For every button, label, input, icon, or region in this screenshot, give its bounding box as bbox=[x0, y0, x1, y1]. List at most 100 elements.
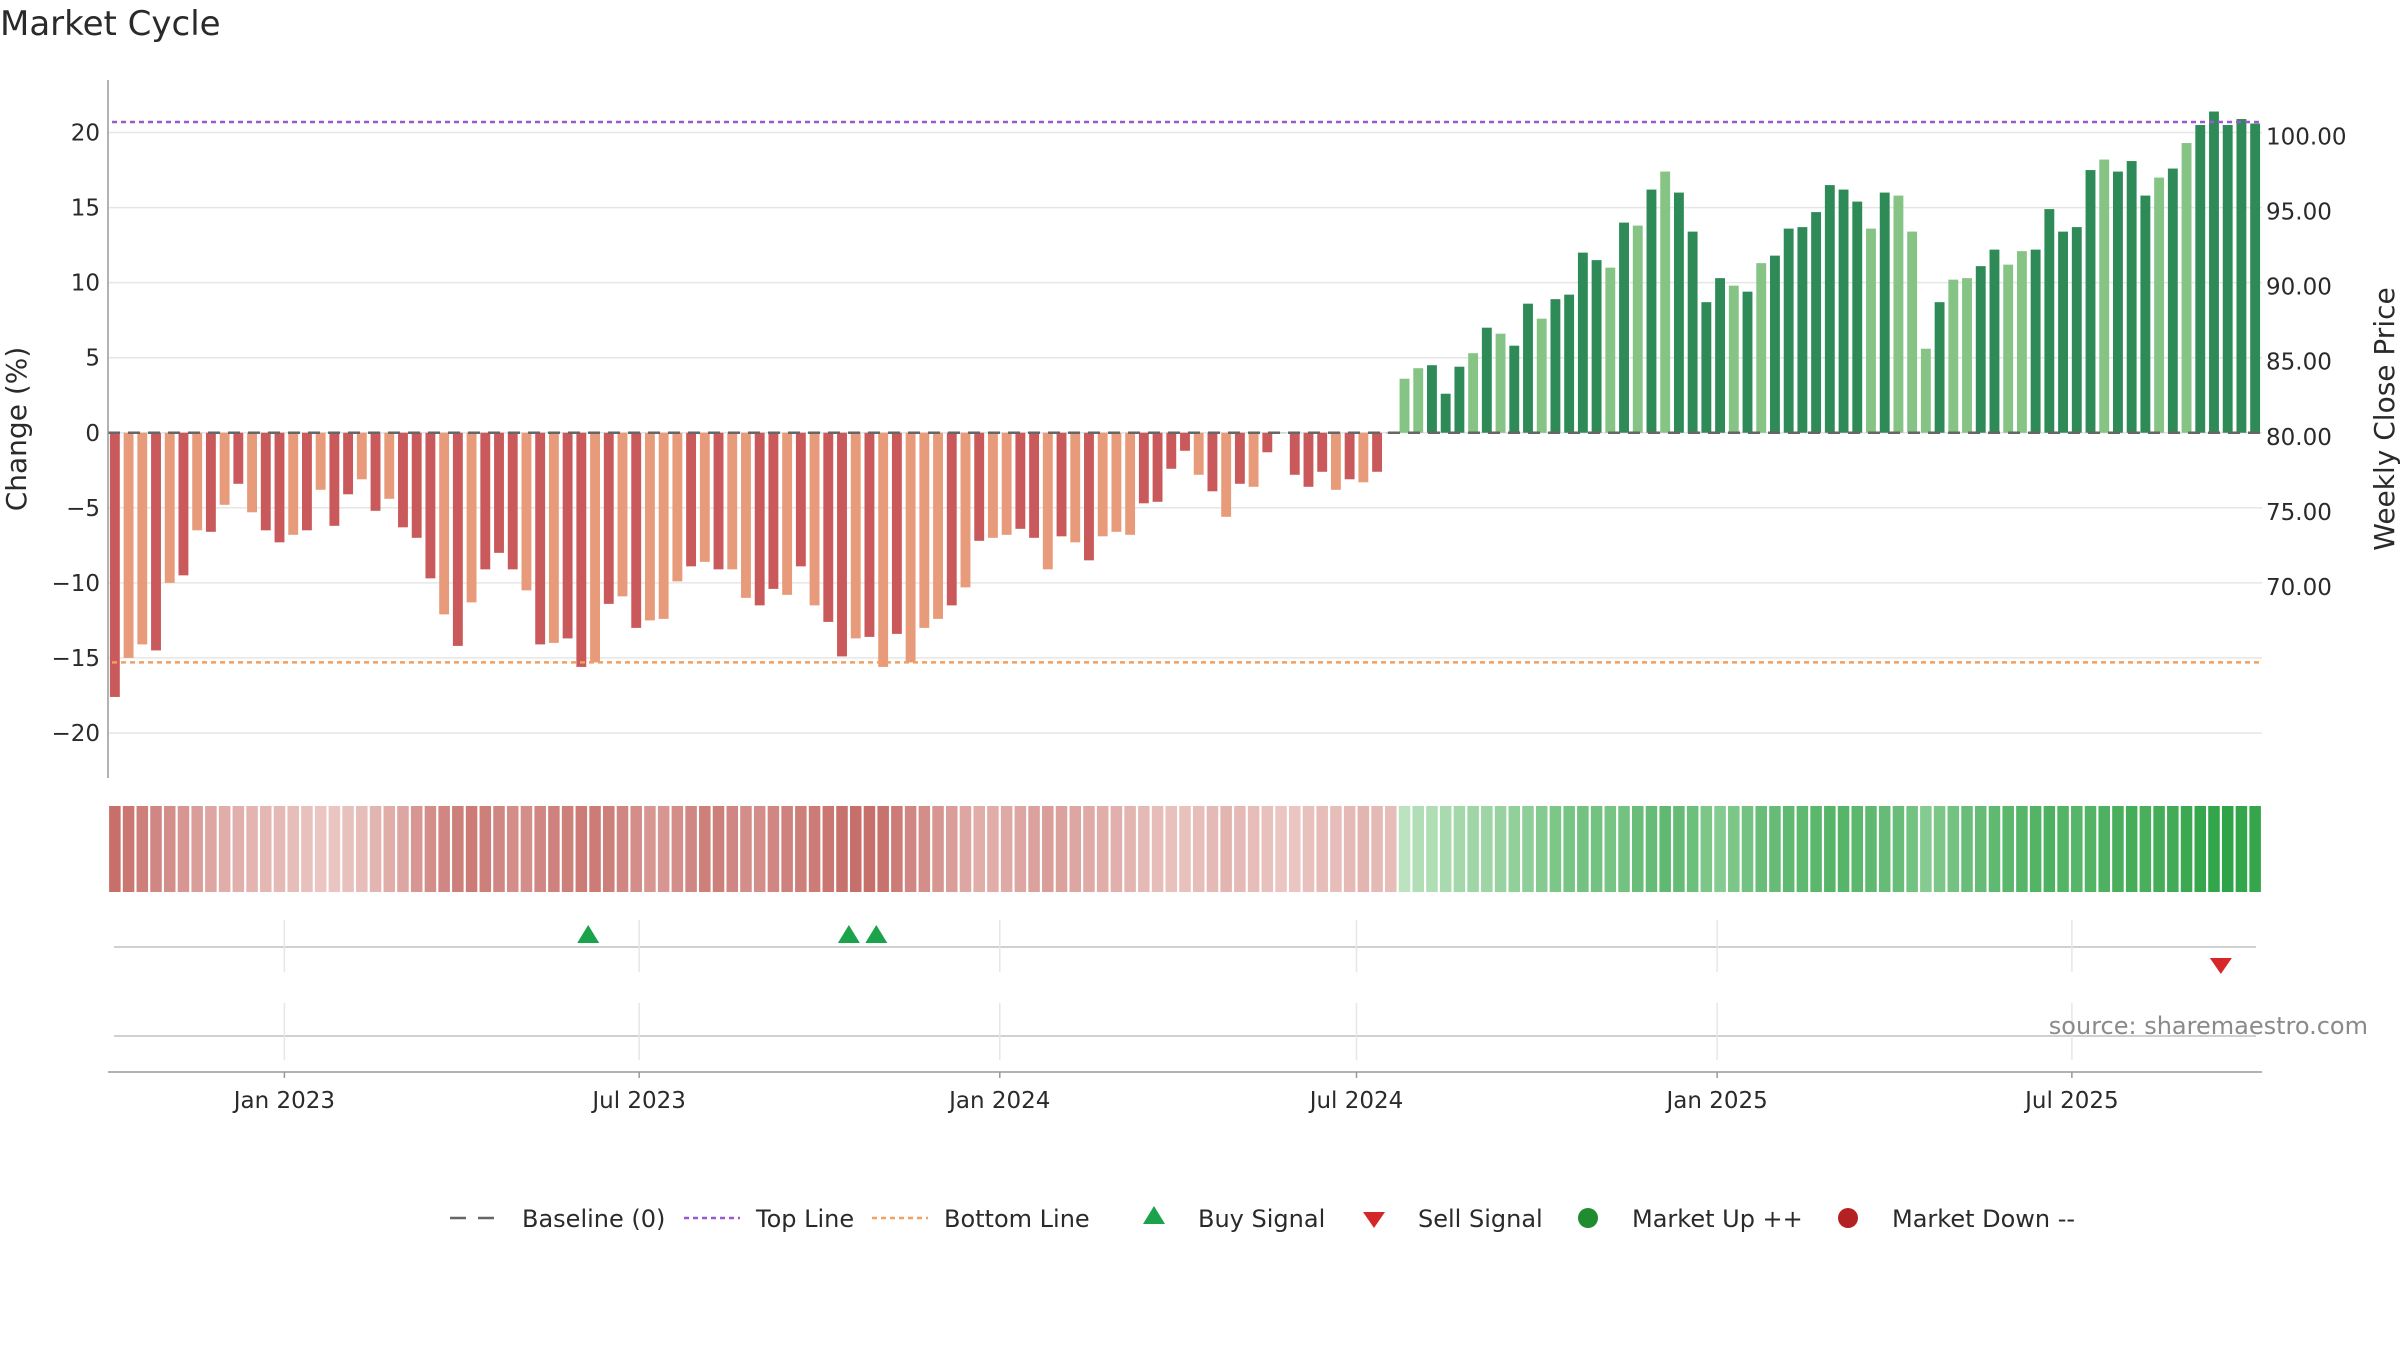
strength-cell bbox=[218, 806, 231, 892]
strength-cell bbox=[2125, 806, 2138, 892]
bar bbox=[617, 432, 628, 597]
y-right-tick-label: 70.00 bbox=[2266, 575, 2332, 601]
bar bbox=[1824, 185, 1835, 433]
strength-cell bbox=[109, 806, 121, 892]
bar bbox=[631, 432, 642, 628]
bar bbox=[1605, 267, 1616, 433]
bar bbox=[891, 432, 902, 634]
strength-cell bbox=[644, 806, 656, 892]
bar bbox=[1975, 266, 1986, 433]
strength-cell bbox=[987, 806, 999, 892]
bar bbox=[1687, 231, 1698, 433]
bar bbox=[1372, 432, 1383, 472]
y-right-tick-label: 75.00 bbox=[2266, 500, 2332, 526]
legend-item: Sell Signal bbox=[1363, 1205, 1543, 1233]
bar bbox=[576, 432, 587, 667]
strength-cell bbox=[2071, 806, 2083, 892]
strength-cell bbox=[1604, 806, 1617, 892]
legend: Baseline (0) Top Line Bottom Line Buy Signa… bbox=[450, 1205, 2075, 1233]
strength-cell bbox=[1961, 806, 1973, 892]
strength-cell bbox=[177, 806, 190, 892]
bar bbox=[1344, 432, 1355, 480]
strength-cell bbox=[122, 806, 135, 892]
strength-cell bbox=[232, 806, 245, 892]
bar bbox=[905, 432, 916, 663]
chart-title: Market Cycle bbox=[0, 4, 221, 44]
bar bbox=[1042, 432, 1053, 570]
strength-cell bbox=[2057, 806, 2069, 892]
strength-cell bbox=[1385, 806, 1397, 892]
strength-cell bbox=[410, 806, 423, 892]
strength-cell bbox=[726, 806, 739, 892]
bar bbox=[507, 432, 518, 570]
bar bbox=[411, 432, 422, 538]
strength-cell bbox=[1494, 806, 1507, 892]
strength-cell bbox=[424, 806, 437, 892]
bar bbox=[562, 432, 573, 639]
bar bbox=[1811, 212, 1822, 433]
strength-cell bbox=[1275, 806, 1287, 892]
bar bbox=[274, 432, 285, 543]
strength-cell bbox=[1330, 806, 1342, 892]
reference-lines-layer bbox=[108, 120, 2262, 664]
bar bbox=[754, 432, 765, 606]
bar bbox=[1920, 348, 1931, 433]
bar bbox=[2085, 170, 2096, 433]
bar bbox=[1660, 171, 1671, 433]
strength-cell bbox=[767, 806, 780, 892]
strength-cell bbox=[150, 806, 162, 892]
bar bbox=[741, 432, 751, 598]
y-left-tick-label: 20 bbox=[71, 121, 100, 147]
bar bbox=[727, 432, 738, 570]
strength-cell bbox=[1110, 806, 1123, 892]
bar bbox=[398, 432, 408, 528]
strength-cell bbox=[1549, 806, 1562, 892]
strength-cell bbox=[2180, 806, 2193, 892]
bar bbox=[164, 432, 175, 583]
strength-cell bbox=[1933, 806, 1946, 892]
y-left-tick-label: −20 bbox=[51, 721, 100, 747]
strength-cell bbox=[397, 806, 409, 892]
strength-cell bbox=[383, 806, 396, 892]
legend-label: Top Line bbox=[755, 1205, 854, 1233]
strength-cell bbox=[465, 806, 478, 892]
y-left-axis-title: Change (%) bbox=[0, 347, 33, 512]
bar bbox=[603, 432, 614, 604]
legend-item: Market Down -- bbox=[1838, 1205, 2075, 1233]
strength-cell bbox=[2153, 806, 2165, 892]
legend-label: Market Down -- bbox=[1892, 1205, 2075, 1233]
bar bbox=[384, 432, 395, 499]
strength-cell bbox=[1631, 806, 1644, 892]
bar bbox=[1427, 365, 1437, 433]
legend-label: Baseline (0) bbox=[522, 1205, 665, 1233]
signals-panel bbox=[114, 920, 2256, 1060]
bar bbox=[247, 432, 257, 513]
bar bbox=[356, 432, 367, 480]
bar bbox=[850, 432, 861, 639]
bar bbox=[1330, 432, 1341, 490]
y-left-tick-label: −10 bbox=[51, 571, 100, 597]
strength-cell bbox=[479, 806, 492, 892]
strength-cell bbox=[1481, 806, 1493, 892]
bar bbox=[2126, 161, 2137, 433]
bar bbox=[658, 432, 669, 619]
strength-cell bbox=[1000, 806, 1013, 892]
sell-signal-marker bbox=[2209, 958, 2232, 974]
bar bbox=[1564, 294, 1575, 433]
bar bbox=[974, 432, 985, 541]
strength-cell bbox=[973, 806, 985, 892]
bar bbox=[233, 432, 244, 484]
bar bbox=[1029, 432, 1040, 538]
bar bbox=[2167, 168, 2178, 433]
strength-cell bbox=[2016, 806, 2028, 892]
bar bbox=[1111, 432, 1122, 532]
bars-layer bbox=[109, 111, 2261, 697]
strength-cell bbox=[493, 806, 505, 892]
bar bbox=[1468, 353, 1479, 433]
x-tick-label: Jan 2023 bbox=[232, 1088, 335, 1114]
strength-cell bbox=[1522, 806, 1534, 892]
strength-cell bbox=[2208, 806, 2220, 892]
bar bbox=[768, 432, 779, 589]
legend-sell-icon bbox=[1363, 1212, 1385, 1228]
